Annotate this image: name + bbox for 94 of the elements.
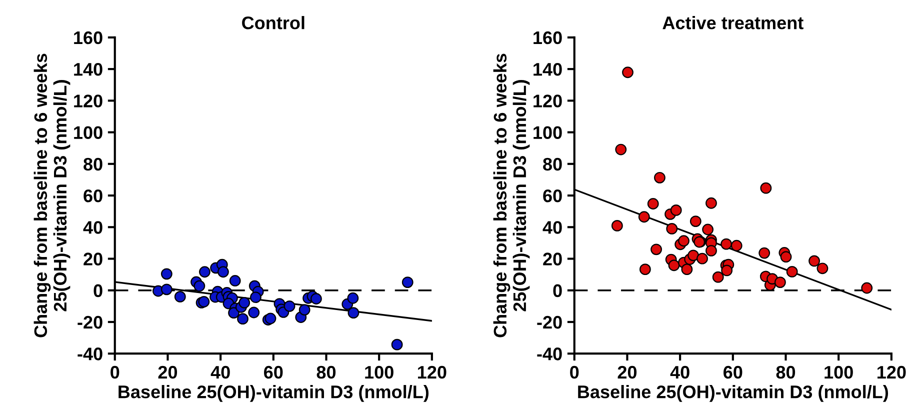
point [816, 262, 828, 274]
point [666, 223, 678, 234]
y-tick-label: 0 [553, 284, 562, 298]
point [160, 284, 172, 296]
point [174, 290, 186, 302]
point [298, 304, 310, 316]
x-tick-label: 120 [878, 366, 906, 379]
point [199, 266, 210, 278]
x-tick-label: 80 [316, 366, 336, 379]
point [650, 244, 662, 256]
point [760, 182, 772, 194]
point [228, 307, 240, 319]
point [229, 275, 241, 286]
x-tick-label: 0 [570, 366, 579, 379]
x-tick-label: 60 [264, 366, 283, 379]
point [348, 307, 360, 319]
point [238, 296, 250, 308]
point [688, 250, 699, 262]
y-tick-label: 20 [84, 252, 102, 266]
point [730, 240, 742, 252]
point [248, 306, 260, 318]
y-tick-label: -40 [537, 348, 562, 360]
point [160, 268, 172, 280]
point [218, 266, 229, 278]
x-axis-title: Baseline 25(OH)-vitamin D3 (nmol/L) [118, 385, 429, 402]
y-tick-label: 100 [74, 126, 102, 140]
point [237, 313, 248, 325]
y-tick-label: 100 [534, 126, 562, 140]
y-tick-label: -20 [78, 316, 102, 329]
point [284, 300, 296, 312]
x-tick-label: 120 [418, 366, 446, 379]
y-tick-label: 80 [84, 158, 102, 171]
x-tick-label: 40 [670, 366, 690, 379]
y-tick-label: 40 [83, 221, 102, 234]
y-axis-title: Change from baseline to 6 weeks 25(OH)-vitamin D3 (nmol/L) [493, 54, 530, 338]
y-tick-label: 40 [542, 221, 562, 234]
point [391, 338, 403, 350]
y-axis-title: Change from baseline to 6 weeks 25(OH)-vitamin D3 (nmol/L) [34, 54, 70, 338]
point [861, 282, 873, 294]
point [638, 211, 650, 223]
point [647, 198, 659, 210]
y-tick-label: 160 [534, 31, 562, 44]
x-tick-label: 100 [365, 366, 394, 379]
y-tick-label: 0 [94, 284, 102, 298]
point [250, 292, 262, 304]
y-tick-label: 20 [543, 252, 562, 266]
chart-title: Active treatment [662, 16, 804, 30]
point [774, 276, 786, 288]
point [347, 292, 359, 304]
point [198, 296, 210, 308]
point [712, 271, 724, 283]
y-tick-label: 160 [74, 31, 102, 44]
y-tick-label: 60 [84, 189, 102, 202]
point [622, 66, 634, 78]
point [721, 264, 733, 276]
point [615, 144, 627, 156]
x-tick-label: 80 [776, 366, 796, 379]
x-tick-label: 40 [210, 366, 230, 379]
point [678, 235, 690, 247]
chart-title: Control [242, 16, 304, 30]
point [194, 280, 206, 292]
x-tick-label: 20 [618, 366, 637, 379]
y-tick-label: -20 [537, 316, 562, 329]
y-tick-label: 80 [543, 158, 562, 171]
point [402, 276, 414, 288]
point [310, 293, 322, 304]
y-tick-label: -40 [78, 348, 102, 360]
y-tick-label: 120 [74, 94, 102, 108]
x-tick-label: 60 [724, 366, 742, 379]
point [696, 252, 708, 264]
y-tick-label: 140 [534, 62, 562, 76]
point [758, 247, 770, 259]
point [668, 260, 680, 272]
point [654, 172, 666, 184]
point [808, 255, 820, 267]
point [706, 244, 717, 256]
point [780, 251, 792, 263]
x-axis-title: Baseline 25(OH)-vitamin D3 (nmol/L) [578, 385, 888, 402]
point [720, 238, 732, 250]
point [706, 197, 717, 209]
point [639, 264, 651, 276]
x-tick-label: 20 [158, 366, 178, 379]
y-tick-label: 60 [543, 189, 562, 202]
y-tick-label: 120 [534, 94, 562, 108]
point [681, 264, 693, 276]
point [611, 220, 623, 232]
x-tick-label: 0 [110, 366, 120, 379]
point [264, 312, 276, 324]
point [670, 204, 682, 216]
x-tick-label: 100 [824, 366, 853, 379]
point [690, 216, 702, 227]
point [786, 266, 798, 278]
point [702, 224, 714, 236]
y-tick-label: 140 [74, 62, 102, 76]
